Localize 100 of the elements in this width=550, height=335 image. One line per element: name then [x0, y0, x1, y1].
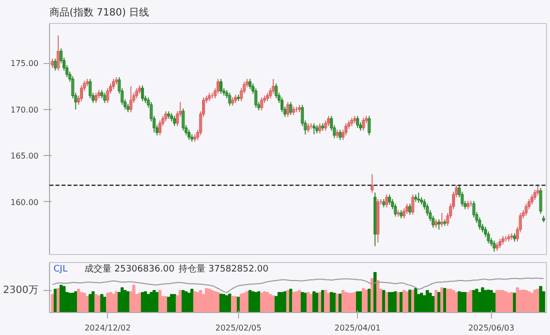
candlestick	[390, 198, 394, 210]
candlestick	[306, 122, 310, 134]
bar	[274, 296, 278, 312]
candlestick	[486, 230, 490, 244]
bar	[88, 294, 92, 312]
candlestick	[199, 110, 202, 136]
candlestick	[246, 78, 249, 88]
bar	[272, 295, 275, 312]
bar	[312, 291, 316, 312]
bar	[304, 292, 307, 312]
candlestick	[298, 104, 301, 113]
candlestick	[251, 83, 254, 94]
candlestick	[266, 92, 269, 102]
candlestick	[432, 215, 435, 228]
candlestick	[478, 217, 482, 230]
candlestick	[396, 210, 400, 218]
candlestick	[513, 232, 516, 242]
bar	[257, 291, 260, 312]
candlestick	[300, 104, 304, 127]
candlestick	[420, 196, 424, 206]
bar	[54, 288, 57, 312]
bar	[86, 296, 89, 312]
candlestick	[356, 115, 360, 128]
candlestick	[292, 106, 296, 116]
annotation: 成交量 25306836.00	[84, 264, 175, 274]
candlestick	[222, 88, 226, 96]
annotation: 持仓量 37582852.00	[178, 264, 269, 274]
candlestick	[184, 124, 188, 136]
candlestick	[126, 103, 130, 113]
candlestick	[274, 83, 278, 99]
bar	[56, 288, 60, 312]
candlestick	[315, 124, 318, 134]
bar	[464, 292, 467, 312]
candlestick	[452, 191, 456, 210]
candlestick	[454, 184, 458, 198]
candlestick	[324, 120, 328, 132]
candlestick	[524, 203, 528, 216]
candlestick	[466, 200, 470, 210]
x-tick-label: 2025/02/05	[215, 324, 262, 332]
bar	[364, 290, 368, 312]
x-tick-label: 2024/12/02	[84, 324, 131, 332]
bar	[126, 291, 130, 312]
bar	[326, 292, 330, 312]
bar	[446, 288, 450, 312]
bar	[336, 294, 339, 312]
bar	[103, 296, 106, 312]
candlestick	[158, 120, 162, 136]
candlestick	[388, 194, 392, 206]
bar	[62, 286, 66, 312]
y-tick-label: 160.00	[10, 198, 39, 207]
candlestick	[330, 115, 333, 132]
candlestick	[135, 88, 138, 99]
candlestick	[214, 88, 217, 99]
candlestick	[204, 95, 208, 104]
candlestick	[347, 120, 350, 130]
candlestick	[196, 129, 200, 140]
candlestick	[50, 58, 54, 68]
bar	[158, 290, 162, 312]
bar	[353, 292, 356, 312]
bar	[76, 288, 80, 312]
candlestick	[94, 92, 98, 104]
bar	[167, 296, 170, 312]
bar	[298, 290, 302, 312]
candlestick	[68, 71, 72, 82]
bar	[388, 292, 392, 312]
candlestick	[342, 129, 345, 140]
chart-title: 商品(指数 7180) 日线	[50, 6, 150, 18]
candlestick	[92, 92, 95, 104]
candlestick	[263, 95, 266, 104]
candlestick	[394, 203, 397, 218]
bar	[231, 296, 234, 312]
bar	[536, 288, 540, 312]
candlestick	[312, 122, 316, 135]
bar	[92, 291, 95, 312]
bar	[358, 291, 362, 312]
candlestick	[362, 117, 365, 132]
bar	[234, 296, 238, 312]
bar	[539, 286, 542, 312]
candlestick	[254, 88, 258, 108]
bar	[492, 292, 496, 312]
candlestick	[434, 218, 438, 228]
candlestick	[481, 224, 484, 233]
candlestick	[400, 210, 403, 219]
bar	[405, 291, 409, 312]
candlestick	[124, 98, 127, 110]
bar	[289, 288, 292, 312]
bar	[178, 290, 182, 312]
candlestick	[100, 90, 104, 99]
candlestick	[231, 96, 234, 106]
y-tick-label: 170.00	[10, 105, 39, 114]
candlestick	[443, 218, 446, 226]
candlestick	[60, 48, 63, 64]
candlestick	[417, 192, 420, 204]
bar	[458, 291, 461, 312]
bar	[324, 290, 328, 312]
candlestick	[449, 203, 452, 219]
candlestick	[248, 78, 252, 90]
candlestick	[289, 102, 292, 116]
candlestick	[97, 90, 100, 99]
candlestick	[496, 242, 499, 252]
